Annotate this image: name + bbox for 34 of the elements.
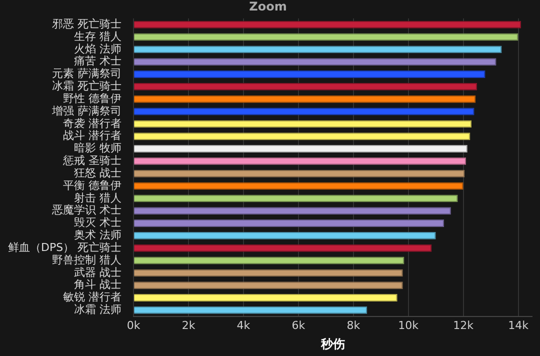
y-tick-label: 武器 战士	[74, 266, 122, 279]
y-tick-label: 毁灭 术士	[74, 216, 122, 230]
y-tick-label: 战斗 潜行者	[63, 129, 122, 142]
x-axis-title: 秒伤	[320, 336, 345, 351]
y-tick-label: 奇袭 潜行者	[63, 116, 122, 130]
x-tick-label: 6k	[292, 318, 306, 332]
x-tick-label: 8k	[346, 318, 361, 332]
y-tick-label: 邪恶 死亡骑士	[52, 17, 122, 30]
y-tick-label: 野兽控制 猎人	[52, 253, 122, 266]
y-tick-label: 野性 德鲁伊	[63, 92, 122, 105]
y-tick-label: 奥术 法师	[74, 228, 122, 242]
y-tick-label: 元素 萨满祭司	[52, 67, 122, 80]
y-tick-label: 狂怒 战士	[74, 166, 122, 180]
y-tick-label: 痛苦 术士	[74, 54, 122, 68]
x-tick-label: 4k	[236, 318, 251, 332]
x-tick-label: 14k	[508, 318, 530, 332]
y-tick-label: 暗影 牧师	[74, 142, 122, 155]
y-tick-label: 增强 萨满祭司	[51, 104, 122, 118]
y-tick-label: 火焰 法师	[74, 42, 122, 56]
y-tick-label: 射击 猎人	[74, 191, 122, 204]
y-tick-label: 角斗 战士	[74, 278, 122, 292]
y-tick-label: 冰霜 法师	[74, 303, 122, 316]
y-tick-label: 惩戒 圣骑士	[62, 154, 122, 168]
y-tick-label: 生存 猎人	[74, 30, 122, 43]
y-tick-label: 恶魔学识 术士	[51, 204, 122, 217]
y-tick-label: 敏锐 潜行者	[63, 290, 122, 304]
y-tick-label: 平衡 德鲁伊	[63, 178, 122, 192]
x-tick-label: 0k	[126, 318, 141, 332]
x-tick-label: 10k	[398, 318, 420, 332]
y-tick-label: 冰霜 死亡骑士	[52, 80, 122, 93]
y-tick-label: 鲜血（DPS） 死亡骑士	[8, 240, 122, 254]
chart-title: Zoom	[249, 0, 287, 14]
x-tick-label: 2k	[182, 318, 196, 332]
x-tick-label: 12k	[453, 318, 474, 332]
